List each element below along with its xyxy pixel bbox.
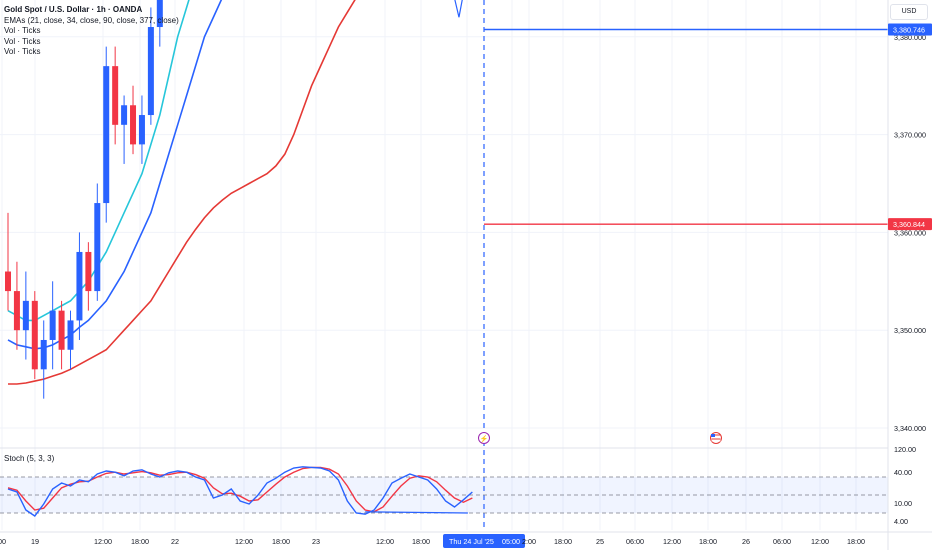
candle-body	[121, 105, 128, 125]
y-tick-label: 3,370.000	[894, 131, 926, 140]
markers: ⚡	[478, 432, 722, 444]
candle-body	[58, 310, 65, 350]
drawings	[454, 0, 485, 530]
x-tick-label: 19	[31, 537, 39, 546]
y-tick-label: 3,340.000	[894, 424, 926, 433]
stoch-pane	[0, 466, 888, 517]
stoch-y-tick: 10.00	[894, 499, 912, 508]
candle-body	[103, 66, 110, 204]
stoch-y-tick: 120.00	[894, 445, 916, 454]
candles	[5, 0, 163, 399]
stoch-k-line	[7, 466, 473, 517]
x-tick-label: 06:00	[773, 537, 791, 546]
candle-body	[147, 27, 154, 116]
x-tick-label: 23	[312, 537, 320, 546]
candle-body	[130, 105, 137, 145]
x-tick-label: 12:00	[235, 537, 253, 546]
price-label-stop: 3,360.844	[893, 220, 925, 229]
flag-canton	[711, 434, 715, 437]
x-tick-label: 18:00	[847, 537, 865, 546]
x-tick-label: 2:00	[522, 537, 536, 546]
y-tick-label: 3,360.000	[894, 228, 926, 237]
lightning-glyph: ⚡	[480, 434, 489, 443]
chart-legend: Gold Spot / U.S. Dollar · 1h · OANDA EMA…	[4, 5, 179, 58]
candle-body	[112, 66, 119, 125]
candle-body	[49, 310, 56, 340]
x-tick-label: 12:00	[811, 537, 829, 546]
x-axis: 00 19 12:00 18:00 22 12:00 18:00 23 12:00 18:00 Th…	[0, 531, 932, 548]
price-label-box	[888, 23, 932, 36]
x-tick-label: 12:00	[376, 537, 394, 546]
ema-indicator-label[interactable]: EMAs (21, close, 34, close, 90, close, 3…	[4, 15, 179, 25]
y-axis: 3,340.000 3,350.000 3,360.000 3,370.000 3,38…	[887, 0, 932, 550]
x-tick-label: 06:00	[626, 537, 644, 546]
zigzag-drawing	[454, 0, 463, 18]
candle-body	[94, 203, 101, 292]
lightning-event-icon	[478, 432, 490, 444]
x-tick-label: 00	[0, 537, 6, 546]
x-tick-label: 05:00	[502, 537, 520, 546]
x-tick-label: 18:00	[412, 537, 430, 546]
stoch-indicator-label[interactable]: Stoch (5, 3, 3)	[4, 454, 55, 463]
x-tick-label: 18:00	[131, 537, 149, 546]
ema-lines	[7, 0, 356, 385]
candle-body	[13, 291, 20, 331]
candle-body	[5, 271, 11, 292]
axis-background	[888, 0, 932, 550]
currency-button[interactable]: USD	[890, 4, 928, 20]
volume-indicator-label-1[interactable]: Vol · Ticks	[4, 26, 41, 35]
stoch-trend-drawing	[365, 511, 468, 514]
candle-body	[76, 251, 83, 321]
candle-body	[31, 300, 38, 370]
x-tick-label: 12:00	[94, 537, 112, 546]
x-tick-label: 22	[171, 537, 179, 546]
x-tick-label: 12:00	[663, 537, 681, 546]
candle-body	[22, 300, 29, 331]
x-tick-label: 18:00	[272, 537, 290, 546]
x-tick-label: Thu 24 Jul '25	[449, 537, 494, 546]
price-label-support: 3,380.746	[893, 26, 925, 35]
candle-body	[156, 0, 163, 28]
ema-90-line	[8, 0, 356, 385]
x-tick-label: 18:00	[554, 537, 572, 546]
y-tick-label: 3,350.000	[894, 326, 926, 335]
y-tick-label: 3,380.000	[894, 33, 926, 42]
x-tick-label: 25	[596, 537, 604, 546]
stoch-y-tick: 40.00	[894, 468, 912, 477]
price-levels	[484, 28, 888, 225]
candle-body	[138, 115, 145, 145]
current-date-box	[443, 534, 525, 548]
candle-body	[40, 339, 47, 370]
volume-indicator-label-2[interactable]: Vol · Ticks	[4, 36, 41, 46]
ema-34-line	[7, 0, 223, 350]
price-grid	[0, 0, 932, 530]
x-tick-label: 26	[742, 537, 750, 546]
candle-body	[67, 320, 74, 350]
price-label-box	[888, 218, 932, 231]
volume-indicator-label-3[interactable]: Vol · Ticks	[4, 47, 41, 56]
symbol-title[interactable]: Gold Spot / U.S. Dollar · 1h · OANDA	[4, 5, 143, 14]
stoch-y-tick: 4.00	[894, 517, 908, 526]
candle-body	[85, 251, 92, 292]
x-tick-label: 18:00	[699, 537, 717, 546]
